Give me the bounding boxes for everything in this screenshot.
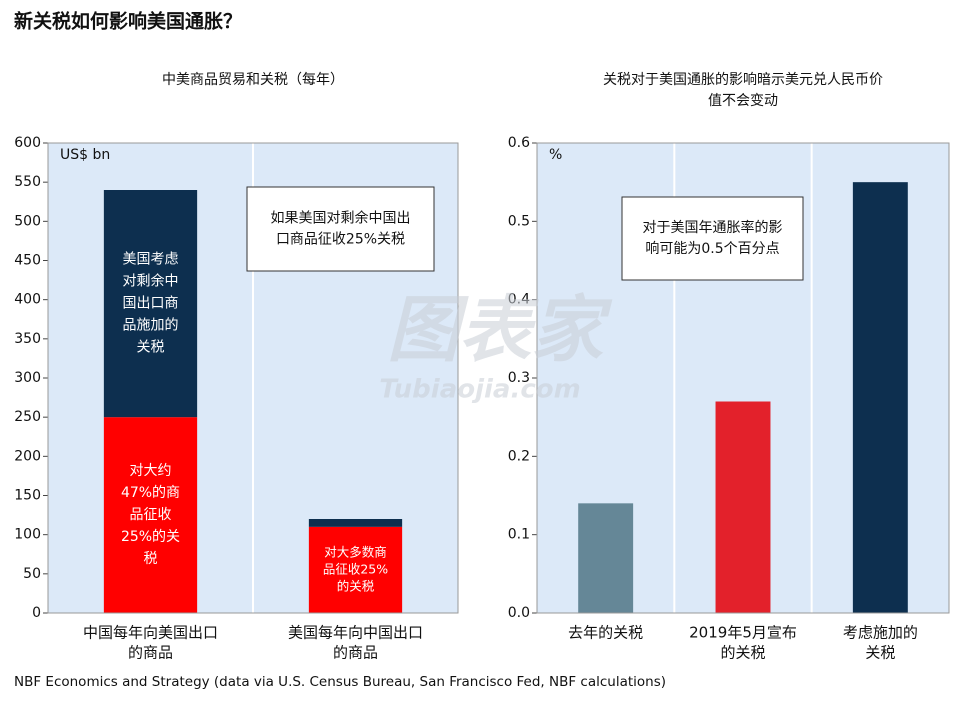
bar-segment [308,526,403,613]
x-tick-label: 关税 [865,644,895,662]
chart-title: 关税对于美国通胀的影响暗示美元兑人民币价 [603,72,883,88]
y-tick-label: 500 [14,213,41,229]
y-tick-label: 550 [14,174,41,190]
bar-text: 的关税 [337,578,375,593]
y-tick-label: 400 [14,292,41,308]
y-tick-label: 200 [14,448,41,464]
y-tick-label: 350 [14,331,41,347]
x-tick-label: 考虑施加的 [843,624,918,642]
y-tick-label: 0.6 [508,135,530,151]
x-tick-label: 2019年5月宣布 [689,624,797,642]
bar [715,401,771,613]
bar [578,503,634,613]
page-title: 新关税如何影响美国通胀？ [14,10,242,33]
x-tick-label: 的关税 [720,644,765,662]
y-tick-label: 0.3 [508,370,530,386]
note-text: 响可能为0.5个百分点 [645,241,779,257]
bar-text: 品施加的 [123,318,179,334]
y-tick-label: 150 [14,488,41,504]
x-tick-label: 的商品 [333,644,378,662]
y-tick-label: 0.0 [508,605,530,621]
plot-border [536,142,950,614]
bar-segment [103,417,198,613]
chart-title: 值不会变动 [708,93,778,109]
bar-text: 对大多数商 [324,544,387,559]
y-tick-label: 300 [14,370,41,386]
bar-segment [103,190,198,418]
bar-text: 对大约 [130,463,172,479]
y-tick-label: 0.5 [508,213,530,229]
note-text: 对于美国年通胀率的影 [643,219,783,236]
x-tick-label: 美国每年向中国出口 [288,624,423,642]
bar-text: 对剩余中 [123,273,179,290]
bar-text: 47%的商 [121,485,180,501]
y-tick-label: 600 [14,135,41,151]
bar [852,182,908,613]
unit-label: % [549,147,562,163]
bar-segment [308,519,403,527]
x-tick-label: 去年的关税 [568,624,643,642]
bar-text: 品征收25% [323,561,388,576]
bar-text: 美国考虑 [123,252,179,268]
watermark: 图表家 [387,288,613,372]
y-tick-label: 450 [14,253,41,269]
y-tick-label: 0 [32,605,41,621]
note-text: 如果美国对剩余中国出 [271,210,411,227]
plot-border [47,142,459,614]
y-tick-label: 0.4 [508,292,530,308]
y-tick-label: 50 [23,566,41,582]
bar-text: 25%的关 [121,529,180,545]
watermark: Tubiaojia.com [379,375,580,405]
bar-text: 国出口商 [123,296,179,312]
x-tick-label: 的商品 [128,644,173,662]
chart-title: 中美商品贸易和关税（每年） [162,72,344,88]
note-box [621,196,804,281]
y-tick-label: 250 [14,409,41,425]
bar-text: 品征收 [130,507,172,523]
y-tick-label: 100 [14,527,41,543]
bar-text: 关税 [137,340,165,356]
footer: NBF Economics and Strategy (data via U.S… [14,674,666,690]
unit-label: US$ bn [60,147,110,163]
note-text: 口商品征收25%关税 [276,232,405,248]
note-box [246,186,435,272]
y-tick-label: 0.2 [508,448,530,464]
x-tick-label: 中国每年向美国出口 [83,624,218,642]
y-tick-label: 0.1 [508,527,530,543]
bar-text: 税 [144,551,158,567]
